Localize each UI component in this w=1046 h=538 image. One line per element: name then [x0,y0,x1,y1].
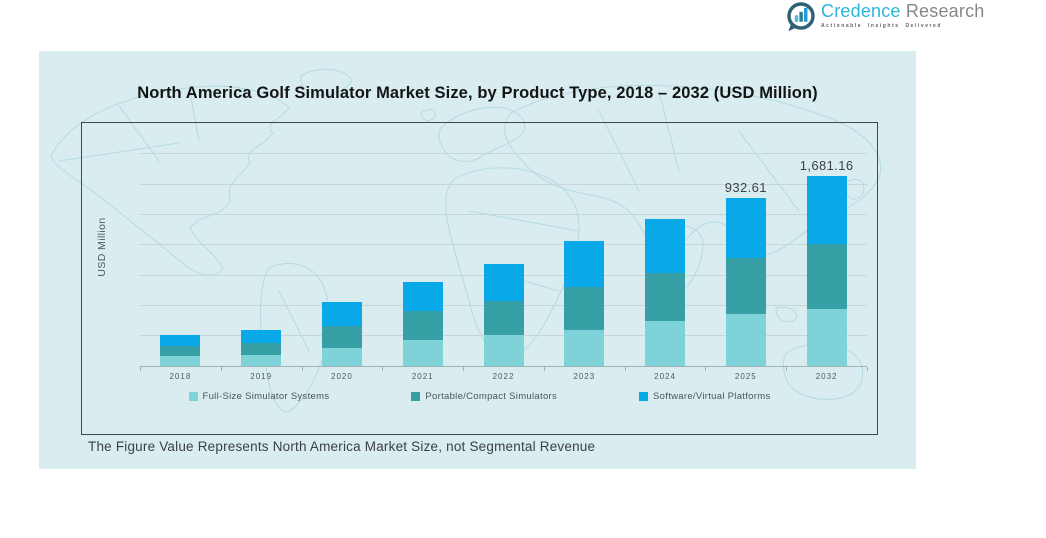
bar-2024-segment [645,218,686,273]
x-axis-label-2022: 2022 [492,371,515,381]
x-axis-label-2019: 2019 [250,371,273,381]
bar-2021-segment [402,339,443,366]
bar-2023-segment [564,241,605,287]
bar-2018-segment [160,345,201,356]
bar-2032-segment [806,175,847,244]
x-axis-label-2032: 2032 [815,371,838,381]
bar-2018-segment [160,355,201,366]
x-axis-tick [220,366,222,371]
bar-2024-segment [645,321,686,366]
legend-swatch-full-size-icon [188,392,198,401]
bar-2024-segment [645,272,686,321]
bar-2025-segment [725,313,766,366]
chart-footnote: The Figure Value Represents North Americ… [88,439,596,454]
bar-2020-segment [321,326,362,348]
bar-2023-segment [564,287,605,330]
gridline [140,183,867,185]
bar-2025-segment [725,258,766,314]
plot-frame [81,122,878,435]
legend-label: Portable/Compact Simulators [425,391,558,402]
legend-item-portable-compact-simulators: Portable/Compact Simulators [411,391,557,402]
chart-title: North America Golf Simulator Market Size… [137,84,818,102]
x-axis-label-2023: 2023 [573,371,596,381]
legend-swatch-software-icon [639,392,649,401]
bar-2019-segment [241,343,282,355]
bar-2021-segment [402,310,443,340]
x-axis-label-2021: 2021 [411,371,434,381]
x-axis-tick [140,366,141,371]
bar-2020-segment [321,348,362,366]
gridline [140,214,867,215]
logo-tagline: Actionable Insights Delivered [821,23,942,29]
bar-2019-segment [241,329,282,343]
bar-2022-segment [483,263,524,301]
bar-total-label-2032: 1,681.16 [799,157,854,173]
x-axis-tick [382,366,384,371]
bar-2022-segment [483,300,524,335]
bar-2020-segment [321,301,362,326]
logo-brand-secondary: Research [905,1,985,21]
chart-card: North America Golf Simulator Market Size… [39,51,916,469]
bar-chart-bubble-icon [787,2,815,31]
bar-2023-segment [564,329,605,366]
x-axis-line [140,365,867,367]
legend-label: Full-Size Simulator Systems [202,391,330,402]
x-axis-tick [301,366,303,371]
x-axis-label-2020: 2020 [331,371,353,381]
bar-total-label-2025: 932.61 [724,179,767,195]
x-axis-tick [463,366,465,371]
x-axis-tick [705,366,707,371]
legend-label: Software/Virtual Platforms [653,391,771,402]
x-axis-label-2025: 2025 [734,371,757,381]
world-map-background [50,68,882,412]
credence-research-logo: Credence Research Actionable Insights De… [786,1,985,31]
bar-2022-segment [483,334,524,366]
x-axis-label-2018: 2018 [169,371,192,381]
legend: Full-Size Simulator Systems Portable/Com… [81,391,878,402]
logo-brand-name: Credence Research [821,2,985,21]
x-axis-label-2024: 2024 [654,371,676,381]
logo-brand-primary: Credence [821,1,901,21]
legend-item-software-virtual-platforms: Software/Virtual Platforms [639,391,770,402]
x-axis-tick [867,366,868,371]
bar-2019-segment [241,354,282,366]
x-axis-tick [786,366,788,371]
legend-item-full-size-simulator-systems: Full-Size Simulator Systems [188,391,330,402]
bar-2025-segment [725,197,766,258]
legend-swatch-portable-icon [411,392,421,401]
gridline [140,244,867,246]
bar-2021-segment [402,282,443,311]
x-axis-tick [624,366,626,371]
bar-2032-segment [806,244,847,309]
bar-2032-segment [806,308,847,366]
bar-2018-segment [160,334,201,346]
x-axis-tick [543,366,545,371]
chart-layer: 2018 2019 2020 2021 2022 2023 2024 2025 932.61 20… [39,51,916,469]
gridline [140,153,867,155]
